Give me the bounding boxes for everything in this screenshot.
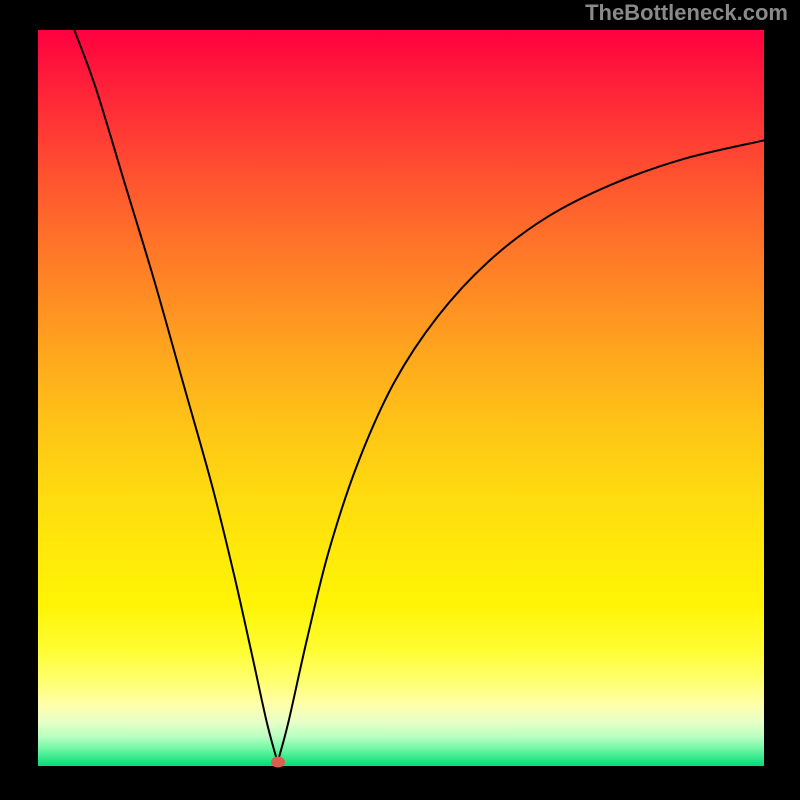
bottleneck-curve [38,30,764,766]
plot-area [38,30,764,766]
chart-root: TheBottleneck.com [0,0,800,800]
optimum-marker [271,757,285,768]
watermark-text: TheBottleneck.com [585,0,788,26]
